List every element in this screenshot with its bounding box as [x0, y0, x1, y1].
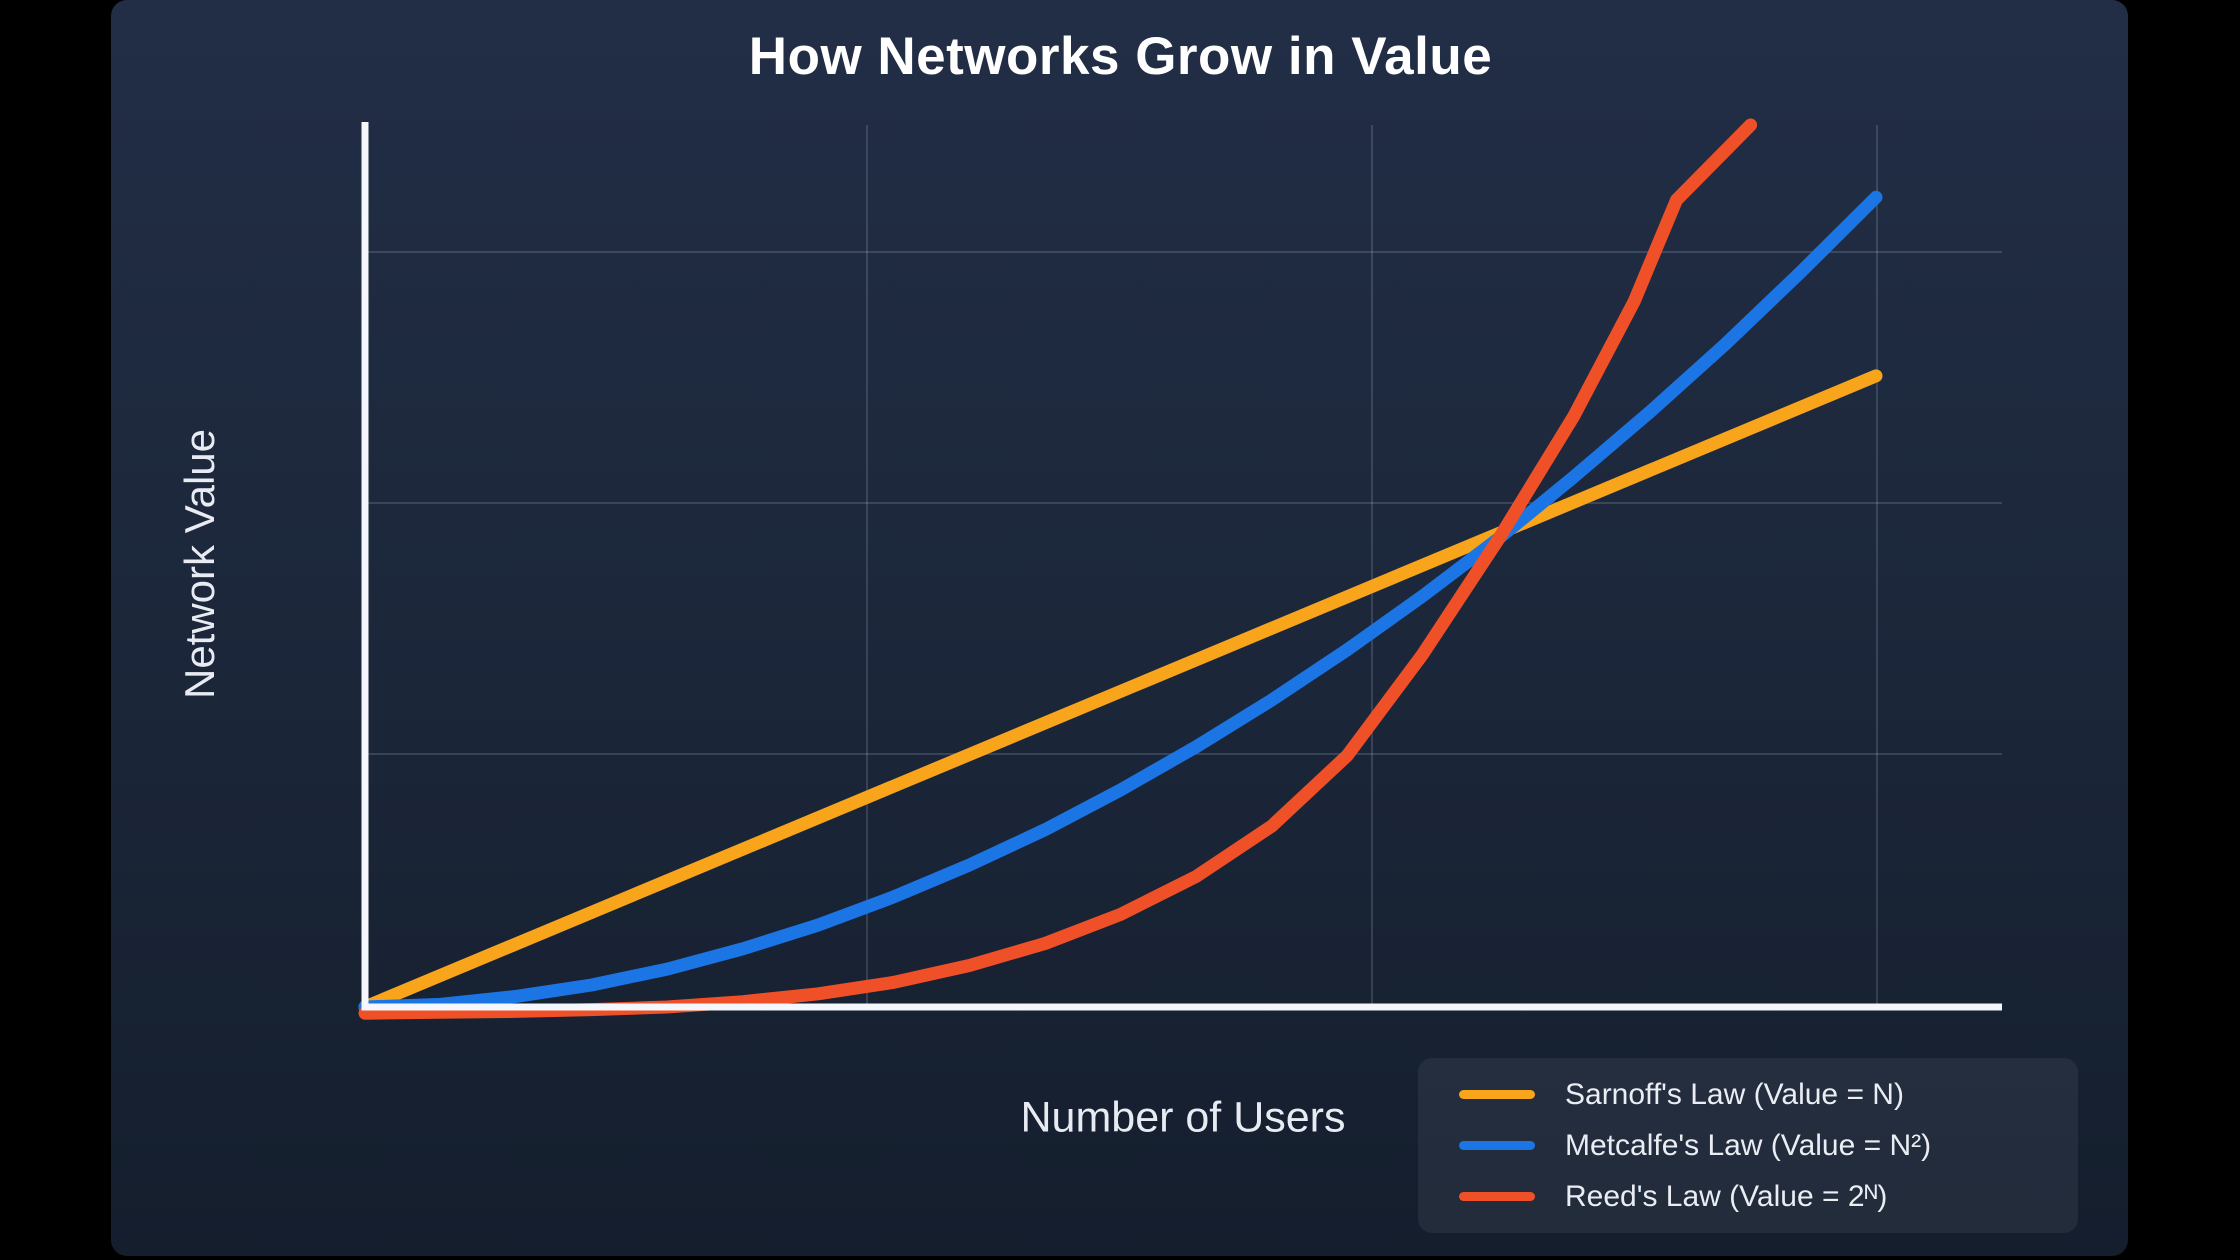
legend-item: Reed's Law (Value = 2ᴺ) [1459, 1180, 2078, 1214]
series-curve-exponential [358, 118, 1758, 1020]
legend-swatch-icon [1459, 1192, 1535, 1201]
axis-lines [361, 122, 2002, 1011]
series-curve-quadratic [358, 190, 1883, 1014]
axes [361, 122, 2002, 1011]
legend-item: Metcalfe's Law (Value = N²) [1459, 1129, 2078, 1163]
line-chart [358, 118, 2002, 1020]
legend-swatch-icon [1459, 1141, 1535, 1150]
legend-item-label: Reed's Law (Value = 2ᴺ) [1565, 1179, 1888, 1213]
legend-item: Sarnoff's Law (Value = N) [1459, 1078, 2078, 1112]
legend: Sarnoff's Law (Value = N) Metcalfe's Law … [1418, 1058, 2078, 1233]
y-axis-label: Network Value [176, 428, 223, 700]
chart-panel: How Networks Grow in Value Network Value… [111, 0, 2128, 1256]
x-axis-label: Number of Users [1020, 1093, 1346, 1142]
legend-swatch-icon [1459, 1090, 1535, 1099]
chart-title: How Networks Grow in Value [748, 27, 1493, 86]
legend-item-label: Sarnoff's Law (Value = N) [1565, 1077, 1904, 1111]
series-curve-linear [358, 369, 1883, 1014]
data-curves [358, 118, 1883, 1020]
gridlines [365, 125, 2002, 1007]
legend-item-label: Metcalfe's Law (Value = N²) [1565, 1128, 1932, 1162]
